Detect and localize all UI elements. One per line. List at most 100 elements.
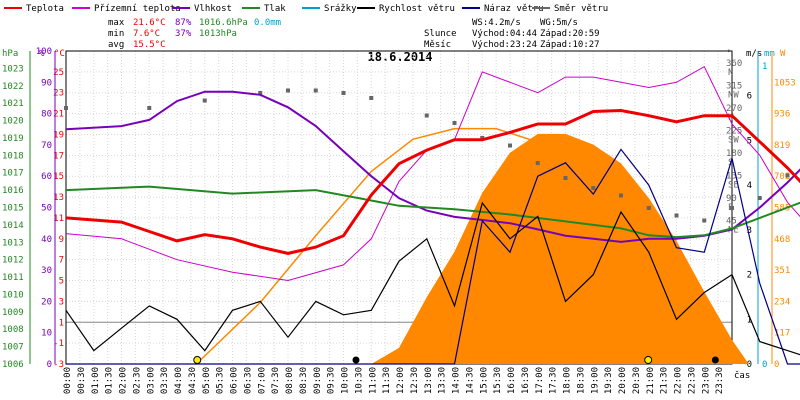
tick-dir-deg: 315 — [726, 82, 742, 92]
tick-hpa: 1011 — [2, 273, 24, 283]
legend-label: Teplota — [26, 4, 64, 14]
tick-wind: 4 — [747, 181, 752, 191]
wind-direction-point — [286, 88, 290, 93]
tick-wind: 6 — [747, 92, 752, 102]
axis-label-temp: °C — [54, 49, 65, 59]
tick-hpa: 1023 — [2, 64, 24, 74]
tick-hpa: 1010 — [2, 290, 24, 300]
tick-solar: 1053 — [774, 78, 796, 88]
x-tick-label: 13:00 — [424, 367, 434, 394]
x-tick-label: 01:30 — [105, 367, 115, 394]
x-tick-label: 10:30 — [354, 367, 364, 394]
wind-direction-point — [452, 121, 457, 125]
tick-dir-deg: 225 — [726, 127, 742, 137]
tick-temp: -1 — [53, 339, 64, 349]
tick-solar: 702 — [774, 172, 790, 182]
x-tick-label: 00:00 — [63, 367, 73, 394]
tick-dir-deg: 180 — [726, 149, 742, 159]
x-axis: 00:00 00:30 01:00 01:30 02:00 02:30 03:00 03:30… — [63, 367, 750, 394]
x-tick-label: 09:30 — [327, 367, 337, 394]
sunrise-marker — [193, 356, 202, 364]
tick-dir-compass: N — [728, 68, 733, 78]
tick-temp: 17 — [53, 151, 64, 161]
tick-hpa: 1009 — [2, 308, 24, 318]
wind-direction-point — [369, 96, 374, 100]
x-tick-label: 01:00 — [91, 367, 101, 394]
tick-solar: 468 — [774, 235, 790, 245]
wind-speed-line — [65, 201, 800, 356]
x-tick-label: 21:30 — [660, 367, 670, 394]
wind-direction-point — [674, 213, 679, 218]
tick-humidity: 10 — [41, 329, 52, 339]
stat-value: avg — [108, 40, 124, 50]
tick-hpa: 1018 — [2, 151, 24, 161]
stat-value: Slunce — [424, 29, 457, 39]
tick-temp: 9 — [59, 235, 64, 245]
tick-wind: 0 — [747, 360, 752, 370]
x-tick-label: 15:30 — [493, 367, 503, 394]
wind-direction-point — [202, 98, 207, 103]
x-tick-label: 17:00 — [535, 367, 545, 394]
tick-dir-deg: 360 — [726, 59, 742, 69]
x-tick-label: 00:30 — [77, 367, 87, 394]
wind-direction-point — [313, 88, 318, 93]
x-tick-label: 04:00 — [174, 367, 184, 394]
tick-humidity: 50 — [41, 204, 52, 214]
x-tick-label: 11:00 — [368, 367, 378, 394]
wind-direction-point — [730, 206, 734, 210]
x-tick-label: 19:00 — [590, 367, 600, 394]
x-tick-label: 12:00 — [396, 367, 406, 394]
tick-dir-deg: 90 — [726, 194, 737, 204]
tick-wind: 5 — [747, 136, 752, 146]
wind-direction-point — [757, 196, 762, 200]
stat-value: min — [108, 29, 124, 39]
x-tick-label: 03:30 — [160, 367, 170, 394]
tick-dir-compass: NE — [728, 226, 739, 236]
x-tick-label: 11:30 — [382, 367, 392, 394]
legend: Teplota Přízemní teplota Vlhkost Tlak Srážky… — [4, 4, 608, 14]
legend-label: Srážky — [324, 4, 357, 14]
tick-hpa: 1012 — [2, 256, 24, 266]
stat-value: Východ:23:24 — [472, 40, 537, 50]
tick-dir-compass: SW — [728, 136, 739, 146]
wind-direction-point — [785, 173, 790, 178]
tick-rain: 0 — [762, 360, 767, 370]
tick-humidity: 100 — [36, 47, 52, 57]
tick-hpa: 1021 — [2, 99, 24, 109]
axis-label-dir: ° — [726, 49, 731, 59]
tick-hpa: 1008 — [2, 325, 24, 335]
tick-temp: 3 — [59, 297, 64, 307]
wind-direction-point — [535, 161, 540, 165]
wind-direction-point — [646, 206, 651, 210]
x-tick-label: 20:30 — [632, 367, 642, 394]
x-tick-label: 22:30 — [687, 367, 697, 394]
x-tick-label: 06:00 — [230, 367, 240, 394]
chart-title: 18.6.2014 — [367, 50, 432, 64]
x-tick-label: 10:00 — [341, 367, 351, 394]
tick-dir-deg: 45 — [726, 217, 737, 227]
legend-label: Tlak — [264, 4, 286, 14]
wind-direction-point — [508, 143, 512, 148]
x-axis-title: čas — [734, 370, 750, 381]
tick-hpa: 1015 — [2, 204, 24, 214]
stats-panel: max 21.6°C 87% 1016.6hPa 0.0mm min 7.6°C 37% 101… — [108, 18, 600, 50]
wind-direction-point — [619, 193, 623, 198]
ground-temp-line — [65, 66, 800, 282]
tick-solar: 0 — [774, 360, 779, 370]
tick-solar: 936 — [774, 110, 790, 120]
wind-gust-line — [66, 148, 800, 365]
wind-direction-point — [147, 106, 152, 110]
legend-label: Směr větru — [554, 4, 608, 14]
x-tick-label: 17:30 — [549, 367, 559, 394]
tick-humidity: 70 — [41, 141, 52, 151]
temperature-line — [65, 108, 800, 255]
x-tick-label: 22:00 — [674, 367, 684, 394]
tick-temp: 13 — [53, 193, 64, 203]
legend-label: Rychlost větru — [379, 4, 455, 14]
x-tick-label: 02:00 — [119, 367, 129, 394]
x-tick-label: 19:30 — [604, 367, 614, 394]
stat-value: Měsíc — [424, 40, 451, 50]
sunset-marker — [644, 356, 653, 364]
tick-temp: 15 — [53, 172, 64, 182]
x-tick-label: 14:00 — [452, 367, 462, 394]
